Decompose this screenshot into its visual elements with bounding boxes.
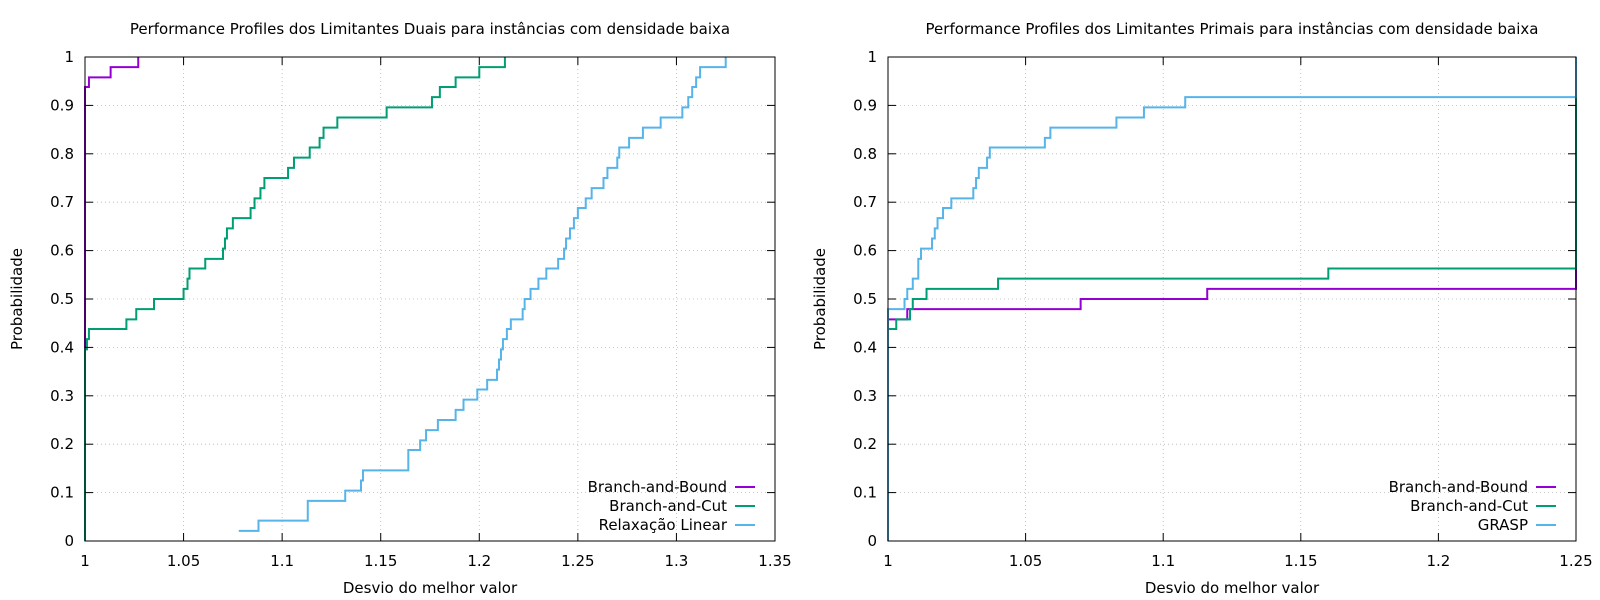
dual-legend: Branch-and-Bound Branch-and-Cut Relaxaçã…: [588, 478, 755, 534]
dual-bounds-chart: 1 1.05 1.1 1.15 1.2 1.25 1.3 1.35 0 0.1 0.2 0.3 0.4 0…: [8, 20, 792, 597]
dual-legend-label-2: Relaxação Linear: [599, 516, 728, 534]
primal-y-tick-label: 0.7: [853, 193, 877, 211]
dual-y-tick-label: 0.7: [50, 193, 74, 211]
dual-x-tick-label: 1.1: [270, 552, 294, 570]
dual-series-line-0: [84, 57, 140, 541]
dual-legend-label-1: Branch-and-Cut: [609, 497, 727, 515]
dual-y-tick-label: 0.3: [50, 387, 74, 405]
primal-y-tick-label: 0: [867, 532, 877, 550]
dual-y-tick-label: 0: [64, 532, 74, 550]
primal-y-tick-label: 0.1: [853, 484, 877, 502]
primal-x-tick-label: 1.05: [1009, 552, 1042, 570]
primal-series-line-2: [887, 57, 1577, 541]
primal-y-axis-label: Probabilidade: [811, 248, 829, 350]
primal-y-tick-label: 0.3: [853, 387, 877, 405]
dual-y-tick-label: 0.6: [50, 242, 74, 260]
dual-chart-title: Performance Profiles dos Limitantes Duai…: [130, 20, 730, 38]
primal-series-line-1: [887, 57, 1577, 541]
primal-y-tick-label: 1: [867, 48, 877, 66]
dual-y-tick-label: 0.8: [50, 145, 74, 163]
dual-y-axis-label: Probabilidade: [8, 248, 26, 350]
dual-legend-label-0: Branch-and-Bound: [588, 478, 727, 496]
dual-y-tick-label: 0.5: [50, 290, 74, 308]
primal-y-tick-label: 0.5: [853, 290, 877, 308]
primal-chart-title: Performance Profiles dos Limitantes Prim…: [926, 20, 1539, 38]
primal-y-tick-label: 0.8: [853, 145, 877, 163]
primal-bounds-chart: 1 1.05 1.1 1.15 1.2 1.25 0 0.1 0.2 0.3 0.4 0.5 0.6 0.…: [811, 20, 1593, 597]
primal-x-axis-label: Desvio do melhor valor: [1145, 579, 1320, 597]
dual-series-line-1: [84, 57, 506, 541]
primal-ticks: 1 1.05 1.1 1.15 1.2 1.25 0 0.1 0.2 0.3 0.4 0.5 0.6 0.…: [853, 48, 1593, 570]
dual-x-tick-label: 1.15: [364, 552, 397, 570]
primal-series: [887, 57, 1577, 541]
dual-series-line-2: [238, 57, 727, 532]
primal-legend-label-0: Branch-and-Bound: [1389, 478, 1528, 496]
primal-x-tick-label: 1.25: [1559, 552, 1592, 570]
dual-series: [84, 57, 727, 541]
dual-x-tick-label: 1: [80, 552, 90, 570]
dual-ticks: 1 1.05 1.1 1.15 1.2 1.25 1.3 1.35 0 0.1 0.2 0.3 0.4 0…: [50, 48, 792, 570]
primal-y-tick-label: 0.9: [853, 96, 877, 114]
primal-grid: [888, 57, 1576, 541]
dual-x-tick-label: 1.3: [664, 552, 688, 570]
dual-x-tick-label: 1.05: [167, 552, 200, 570]
primal-legend: Branch-and-Bound Branch-and-Cut GRASP: [1389, 478, 1556, 534]
primal-x-tick-label: 1.15: [1284, 552, 1317, 570]
dual-grid: [85, 57, 775, 541]
dual-y-tick-label: 0.9: [50, 96, 74, 114]
primal-y-tick-label: 0.4: [853, 338, 877, 356]
dual-y-tick-label: 0.2: [50, 435, 74, 453]
dual-y-tick-label: 0.1: [50, 484, 74, 502]
primal-legend-label-1: Branch-and-Cut: [1410, 497, 1528, 515]
primal-y-tick-label: 0.2: [853, 435, 877, 453]
primal-x-tick-label: 1.1: [1151, 552, 1175, 570]
dual-x-tick-label: 1.25: [561, 552, 594, 570]
dual-x-tick-label: 1.35: [758, 552, 791, 570]
primal-legend-label-2: GRASP: [1478, 516, 1528, 534]
dual-y-tick-label: 1: [64, 48, 74, 66]
primal-y-tick-label: 0.6: [853, 242, 877, 260]
dual-y-tick-label: 0.4: [50, 338, 74, 356]
primal-x-tick-label: 1.2: [1426, 552, 1450, 570]
dual-x-tick-label: 1.2: [467, 552, 491, 570]
dual-x-axis-label: Desvio do melhor valor: [343, 579, 518, 597]
primal-x-tick-label: 1: [883, 552, 893, 570]
